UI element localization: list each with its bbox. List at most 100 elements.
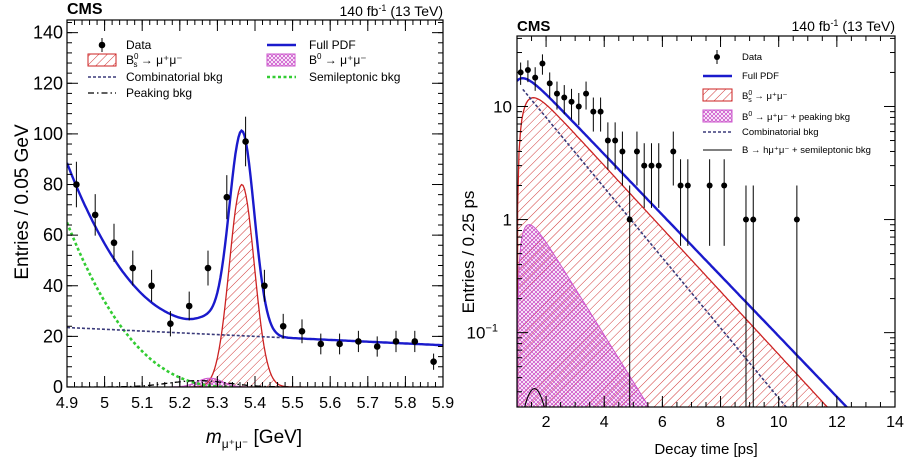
data-point bbox=[110, 223, 118, 262]
data-marker bbox=[597, 108, 604, 115]
data-marker bbox=[279, 322, 287, 330]
y-tick-label: 20 bbox=[43, 326, 63, 346]
data-marker bbox=[355, 338, 362, 345]
svg-text:Data: Data bbox=[742, 52, 763, 63]
legend: Data Full PDF B0 s → μ⁺μ⁻ B0 → μ⁺μ⁻ + pea… bbox=[702, 50, 871, 156]
x-tick-label: 5 bbox=[100, 395, 109, 412]
combinatorial-bkg-curve bbox=[67, 326, 443, 346]
experiment-label: CMS bbox=[67, 1, 103, 18]
data-point bbox=[298, 319, 306, 344]
data-point bbox=[204, 250, 212, 286]
data-marker bbox=[648, 162, 655, 169]
data-marker bbox=[706, 182, 713, 189]
data-marker bbox=[204, 264, 212, 272]
legend-semileptonic: B → hμ⁺μ⁻ + semileptonic bkg bbox=[703, 145, 871, 156]
data-marker bbox=[167, 320, 174, 328]
data-marker bbox=[223, 193, 231, 201]
legend-data: Data bbox=[98, 38, 152, 52]
data-marker bbox=[392, 338, 400, 345]
data-point bbox=[793, 185, 800, 407]
svg-text:B0s → μ⁺μ⁻: B0 s → μ⁺μ⁻ bbox=[126, 52, 183, 69]
data-point bbox=[706, 159, 713, 246]
data-points bbox=[73, 116, 437, 370]
x-tick-label: 14 bbox=[886, 414, 904, 431]
axis-ticks: 2 4 6 8 10 12 14 10 1 10−1 bbox=[467, 36, 904, 431]
data-marker bbox=[604, 137, 611, 144]
data-marker bbox=[655, 162, 662, 169]
data-point bbox=[430, 353, 437, 370]
y-axis-label: Entries / 0.05 GeV bbox=[12, 124, 33, 280]
data-point bbox=[597, 97, 604, 132]
data-point bbox=[129, 250, 137, 286]
combinatorial-bkg-curve bbox=[522, 88, 788, 407]
data-point bbox=[612, 122, 619, 170]
legend-peaking: Peaking bkg bbox=[88, 86, 192, 100]
data-marker bbox=[575, 103, 582, 110]
data-point bbox=[590, 97, 597, 132]
data-marker bbox=[633, 148, 640, 155]
svg-text:Full PDF: Full PDF bbox=[742, 71, 779, 82]
data-point bbox=[279, 313, 287, 339]
data-point bbox=[242, 116, 249, 167]
data-marker bbox=[373, 343, 381, 350]
svg-text:Semileptonic bkg: Semileptonic bkg bbox=[309, 70, 400, 84]
data-point bbox=[677, 159, 684, 246]
x-tick-label: 5.7 bbox=[357, 395, 379, 412]
data-marker bbox=[590, 108, 597, 115]
data-point bbox=[568, 88, 575, 120]
data-marker bbox=[793, 216, 800, 223]
full-pdf-curve bbox=[517, 76, 849, 407]
data-marker bbox=[91, 211, 99, 219]
data-marker bbox=[670, 148, 677, 155]
data-marker bbox=[524, 67, 531, 74]
data-marker bbox=[619, 148, 626, 155]
data-marker bbox=[583, 90, 590, 97]
legend-full-pdf: Full PDF bbox=[267, 38, 356, 52]
data-marker bbox=[411, 338, 419, 345]
data-point bbox=[670, 131, 677, 186]
data-point bbox=[553, 81, 560, 110]
full-pdf-curve bbox=[67, 129, 443, 347]
legend-bs-signal: B0 s → μ⁺μ⁻ bbox=[87, 52, 183, 69]
data-marker bbox=[430, 358, 437, 365]
y-tick-label: 10−1 bbox=[467, 323, 498, 343]
decay-time-panel: CMS 140 fb-1 (13 TeV) 2 4 6 8 10 12 1410110−1 … bbox=[459, 18, 904, 458]
data-point bbox=[561, 85, 568, 115]
legend-full-pdf: Full PDF bbox=[703, 71, 779, 82]
x-tick-label: 5.3 bbox=[206, 395, 228, 412]
x-tick-label: 6 bbox=[658, 414, 667, 431]
svg-text:Combinatorial bkg: Combinatorial bkg bbox=[126, 70, 223, 84]
data-point bbox=[604, 122, 611, 170]
data-marker bbox=[742, 216, 749, 223]
data-marker bbox=[185, 302, 193, 310]
x-tick-label: 5.8 bbox=[394, 395, 416, 412]
legend-combinatorial: Combinatorial bkg bbox=[88, 70, 223, 84]
semileptonic-bkg-curve bbox=[67, 222, 236, 387]
data-point bbox=[539, 54, 546, 75]
b0-peaking-curve bbox=[517, 224, 650, 407]
data-marker bbox=[336, 340, 343, 348]
data-marker bbox=[684, 182, 691, 189]
y-tick-label: 40 bbox=[43, 276, 63, 296]
legend-b0-peaking: B0 → μ⁺μ⁻ + peaking bkg bbox=[702, 109, 850, 123]
data-marker bbox=[553, 90, 560, 97]
x-tick-label: 5.2 bbox=[169, 395, 191, 412]
legend-combinatorial: Combinatorial bkg bbox=[703, 127, 819, 138]
x-axis-label: Decay time [ps] bbox=[654, 441, 757, 458]
data-point bbox=[655, 143, 662, 208]
svg-text:Data: Data bbox=[126, 38, 152, 52]
legend-data: Data bbox=[714, 50, 763, 64]
y-tick-label: 140 bbox=[33, 23, 63, 43]
data-marker bbox=[677, 182, 684, 189]
data-point bbox=[411, 330, 419, 353]
x-axis-label: mμ⁺μ⁻ [GeV] bbox=[206, 427, 302, 451]
data-point bbox=[91, 194, 99, 236]
data-marker bbox=[532, 74, 539, 81]
x-tick-label: 5.6 bbox=[319, 395, 341, 412]
data-point bbox=[532, 67, 539, 91]
data-point bbox=[546, 72, 553, 98]
data-marker bbox=[129, 264, 137, 272]
svg-text:Peaking bkg: Peaking bkg bbox=[126, 86, 192, 100]
x-tick-label: 5.5 bbox=[281, 395, 303, 412]
svg-text:Full PDF: Full PDF bbox=[309, 38, 356, 52]
